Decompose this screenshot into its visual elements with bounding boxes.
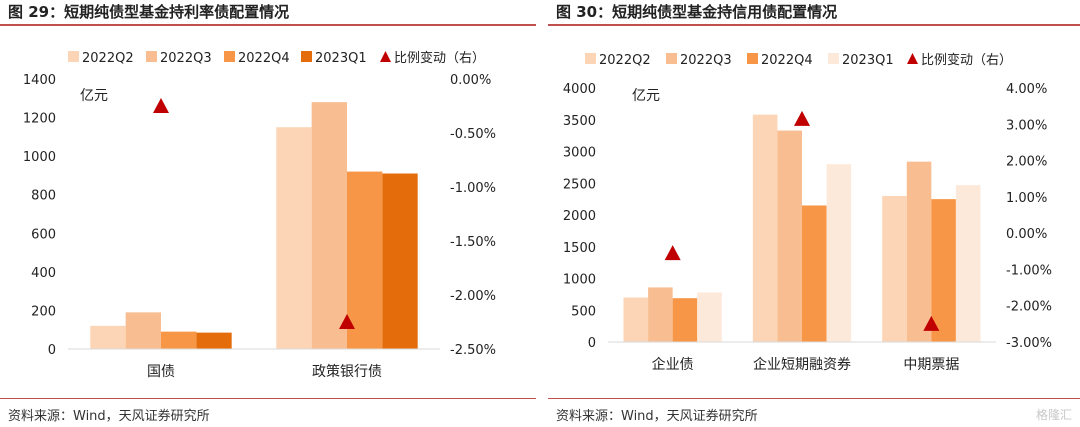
bar — [752, 114, 778, 342]
y-tick-label: 1400 — [23, 73, 56, 88]
legend-label: 2022Q4 — [238, 51, 290, 66]
legend-label: 比例变动（右） — [394, 50, 485, 66]
category-label: 政策银行债 — [312, 363, 382, 380]
y2-tick-label: -2.00% — [450, 289, 496, 304]
bar — [161, 331, 197, 349]
y-tick-label: 1200 — [23, 112, 56, 127]
y-tick-label: 2500 — [563, 177, 596, 192]
legend-swatch — [146, 51, 157, 62]
bar — [906, 161, 932, 342]
y2-tick-label: -1.00% — [1006, 263, 1052, 278]
category-label: 中期票据 — [903, 357, 959, 373]
legend-label: 比例变动（右） — [921, 52, 1012, 68]
y2-tick-label: 4.00% — [1006, 82, 1047, 97]
y-tick-label: 3000 — [563, 146, 596, 161]
bar — [276, 127, 312, 349]
y2-tick-label: 0.00% — [450, 73, 491, 88]
watermark-logo: 格隆汇 — [1035, 408, 1072, 422]
unit-label: 亿元 — [632, 88, 660, 104]
top-divider — [548, 24, 1080, 26]
source-note: 资料来源：Wind，天风证券研究所 — [556, 409, 758, 424]
y2-tick-label: 3.00% — [1006, 118, 1047, 133]
y2-tick-label: -0.50% — [450, 127, 496, 142]
y-tick-label: 200 — [31, 304, 56, 319]
legend-swatch — [666, 53, 677, 64]
bar — [955, 185, 981, 342]
y2-tick-label: -2.50% — [450, 343, 496, 358]
y-tick-label: 3500 — [563, 114, 596, 129]
legend-label: 2023Q1 — [842, 53, 894, 68]
bar — [347, 171, 383, 349]
category-label: 企业债 — [652, 356, 694, 373]
legend-swatch — [68, 51, 79, 62]
legend-label: 2022Q4 — [761, 53, 813, 68]
change-marker — [339, 314, 355, 329]
bar — [882, 195, 907, 342]
bar — [311, 102, 347, 350]
legend-swatch — [828, 53, 839, 64]
legend-label: 2023Q1 — [315, 51, 367, 66]
chart-panel-right: 图 30：短期纯债型基金持信用债配置情况 2022Q2 2022Q3 2022Q4 2… — [548, 0, 1080, 427]
bar — [90, 325, 126, 349]
bar — [802, 205, 827, 342]
bar — [777, 130, 802, 342]
y2-tick-label: 1.00% — [1006, 191, 1047, 206]
bar — [196, 332, 232, 349]
source-note: 资料来源：Wind，天风证券研究所 — [8, 409, 210, 424]
y2-tick-label: -2.00% — [1006, 300, 1052, 315]
y-tick-label: 4000 — [563, 82, 596, 97]
interest-rate-bond-chart: 2022Q2 2022Q3 2022Q4 2023Q1 比例变动（右） 亿元 0 200 400… — [23, 50, 496, 380]
bar — [382, 173, 418, 349]
y-tick-label: 0 — [588, 336, 596, 351]
bar — [931, 199, 956, 342]
y-tick-label: 1000 — [563, 273, 596, 288]
change-marker — [153, 98, 169, 113]
y2-tick-label: -1.00% — [450, 181, 496, 196]
legend-label: 2022Q3 — [160, 51, 212, 66]
chart-title: 图 29：短期纯债型基金持利率债配置情况 — [8, 3, 290, 21]
y-tick-label: 1500 — [563, 241, 596, 256]
bar — [826, 164, 852, 342]
bottom-divider — [0, 398, 536, 399]
legend-swatch — [585, 53, 596, 64]
y2-tick-label: -3.00% — [1006, 336, 1052, 351]
bar — [623, 297, 649, 342]
change-marker — [794, 110, 810, 126]
category-label: 企业短期融资券 — [753, 356, 851, 373]
unit-label: 亿元 — [80, 88, 108, 104]
y-tick-label: 400 — [31, 266, 56, 281]
y-tick-label: 0 — [48, 343, 56, 358]
chart-panel-left: 图 29：短期纯债型基金持利率债配置情况 2022Q2 2022Q3 2022Q4 2… — [0, 0, 536, 427]
chart-title: 图 30：短期纯债型基金持信用债配置情况 — [556, 3, 838, 21]
y2-tick-label: -1.50% — [450, 235, 496, 250]
bottom-divider — [548, 398, 1080, 399]
legend-swatch — [747, 53, 758, 64]
bar — [697, 292, 722, 342]
bar — [125, 312, 161, 349]
legend-swatch — [301, 51, 312, 62]
y2-tick-label: 0.00% — [1006, 227, 1047, 242]
change-marker — [923, 315, 940, 331]
y-tick-label: 600 — [31, 227, 56, 242]
legend-swatch — [224, 51, 235, 62]
legend-marker — [907, 53, 918, 64]
top-divider — [0, 24, 536, 26]
y-tick-label: 800 — [31, 189, 56, 204]
bar — [648, 287, 673, 342]
legend-label: 2022Q2 — [599, 53, 651, 68]
credit-bond-chart: 2022Q2 2022Q3 2022Q4 2023Q1 比例变动（右） 亿元 0 500 100… — [563, 52, 1052, 373]
y-tick-label: 500 — [571, 304, 596, 319]
category-label: 国债 — [147, 364, 175, 380]
bar — [672, 298, 698, 342]
legend-label: 2022Q2 — [82, 51, 134, 66]
change-marker — [664, 245, 681, 261]
y-tick-label: 1000 — [23, 150, 56, 165]
y-tick-label: 2000 — [563, 209, 596, 224]
y2-tick-label: 2.00% — [1006, 155, 1047, 170]
legend-label: 2022Q3 — [680, 53, 732, 68]
legend-marker — [380, 51, 391, 62]
